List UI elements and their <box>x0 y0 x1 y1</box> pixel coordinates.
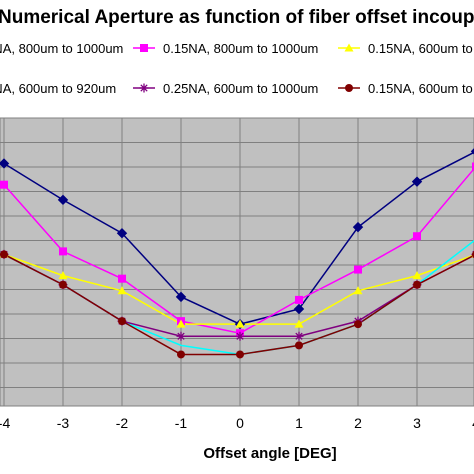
series-6-point-2 <box>59 280 67 289</box>
series-2-point-2 <box>59 247 67 256</box>
series-5-point-6 <box>294 331 304 341</box>
legend-label: 0.15NA, 800um to 1000um <box>0 41 123 56</box>
series-3-point-5 <box>235 319 245 328</box>
series-3-point-4 <box>176 319 186 328</box>
series-6-point-4 <box>177 350 185 359</box>
x-tick-label: -3 <box>57 415 70 431</box>
legend-label: 0.25NA, 600um to 1000um <box>163 81 318 96</box>
x-tick-label: 2 <box>354 415 362 431</box>
series-6-point-6 <box>295 341 303 350</box>
series-6-point-8 <box>413 280 421 289</box>
series-1-point-6 <box>293 303 305 315</box>
legend-marker <box>344 43 354 52</box>
series-1-point-8 <box>411 176 423 187</box>
series-1-point-2 <box>57 194 69 206</box>
legend-marker <box>140 44 148 52</box>
series-6-point-7 <box>354 320 362 329</box>
x-tick-label: 1 <box>295 415 303 431</box>
x-tick-label: -1 <box>175 415 188 431</box>
series-3-point-8 <box>412 271 422 280</box>
series-1-point-3 <box>116 227 128 239</box>
legend-label: 0.15NA, 600um to 920um <box>368 81 474 96</box>
series-6-point-3 <box>118 317 126 326</box>
grid-lines <box>0 118 474 406</box>
series-layer <box>0 148 474 359</box>
series-3-point-7 <box>353 286 363 295</box>
series-2-point-3 <box>118 274 126 283</box>
series-2-point-1 <box>0 180 8 189</box>
legend-label: 0.15NA, 600um to 920um <box>368 41 474 56</box>
legend-marker <box>139 83 149 93</box>
series-3-point-3 <box>117 286 127 295</box>
series-1-point-7 <box>352 221 364 233</box>
x-axis-title: Offset angle [DEG] <box>203 445 336 462</box>
series-5-point-5 <box>235 331 245 341</box>
legend-marker <box>345 84 353 92</box>
series-1-point-9 <box>470 148 474 155</box>
series-1-point-4 <box>175 291 187 303</box>
series-2-point-8 <box>413 232 421 241</box>
series-2-point-6 <box>295 295 303 304</box>
legend-label: 0.15NA, 600um to 920um <box>0 81 116 96</box>
series-5-point-4 <box>176 331 186 341</box>
x-tick-label: 0 <box>236 415 244 431</box>
x-tick-label: 4 <box>472 415 474 431</box>
legend-label: 0.15NA, 800um to 1000um <box>163 41 318 56</box>
series-2-point-9 <box>472 162 474 171</box>
series-2-point-7 <box>354 265 362 274</box>
x-tick-labels: -4 -3 -2 -1 0 1 2 3 4 <box>0 415 474 431</box>
chart-legend: 0.15NA, 800um to 1000um 0.15NA, 800um to … <box>0 41 474 96</box>
x-tick-label: -4 <box>0 415 10 431</box>
series-1-point-1 <box>0 158 10 169</box>
plot-area <box>0 117 474 407</box>
series-3-point-6 <box>294 319 304 328</box>
series-6-point-5 <box>236 350 244 359</box>
series-6-point-1 <box>0 250 8 259</box>
chart-title: Numerical Aperture as function of fiber … <box>0 7 474 28</box>
x-tick-label: 3 <box>413 415 421 431</box>
x-tick-label: -2 <box>116 415 129 431</box>
series-3-point-2 <box>58 271 68 280</box>
